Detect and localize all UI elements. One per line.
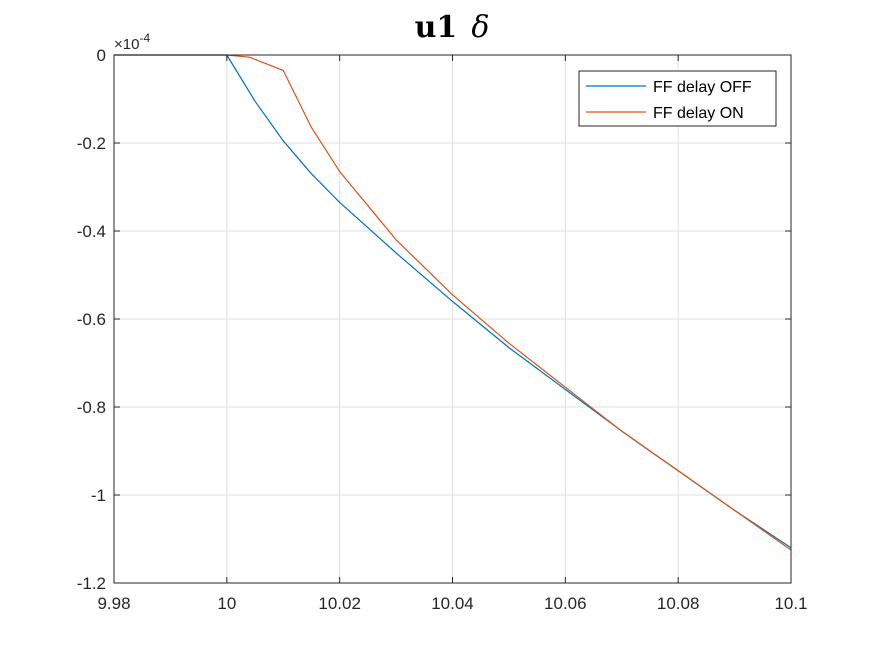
y-tick-label: -1.2	[77, 574, 106, 593]
legend-box	[578, 70, 777, 127]
x-tick-label: 10.04	[431, 594, 474, 613]
legend: FF delay OFF FF delay ON	[578, 70, 777, 127]
y-exponent: ×10-4	[114, 31, 150, 53]
series-group	[114, 54, 792, 551]
legend-label-ff-delay-on: FF delay ON	[653, 105, 744, 122]
x-tick-label: 10.02	[318, 594, 361, 613]
y-tick-label: -0.2	[77, 134, 106, 153]
ticks: 9.98 10 10.02 10.04 10.06 10.08 10.1 0 -0.2 -0.4 -…	[77, 46, 808, 613]
series-line-ff-delay-on	[114, 54, 792, 551]
legend-label-ff-delay-off: FF delay OFF	[653, 79, 752, 96]
y-tick-label: -1	[91, 486, 106, 505]
x-tick-label: 10.08	[657, 594, 700, 613]
y-tick-label: -0.8	[77, 398, 106, 417]
chart-title-main: u1	[415, 10, 458, 45]
chart-title: u1 δ	[415, 10, 490, 45]
y-tick-label: 0	[97, 46, 106, 65]
x-tick-label: 10.1	[774, 594, 807, 613]
y-tick-label: -0.4	[77, 222, 106, 241]
y-exponent-base: ×10	[114, 36, 139, 53]
x-tick-label: 10	[217, 594, 236, 613]
x-tick-label: 10.06	[544, 594, 587, 613]
y-exponent-power: -4	[139, 31, 150, 45]
chart-title-symbol: δ	[471, 10, 489, 45]
y-tick-label: -0.6	[77, 310, 106, 329]
x-tick-label: 9.98	[97, 594, 130, 613]
